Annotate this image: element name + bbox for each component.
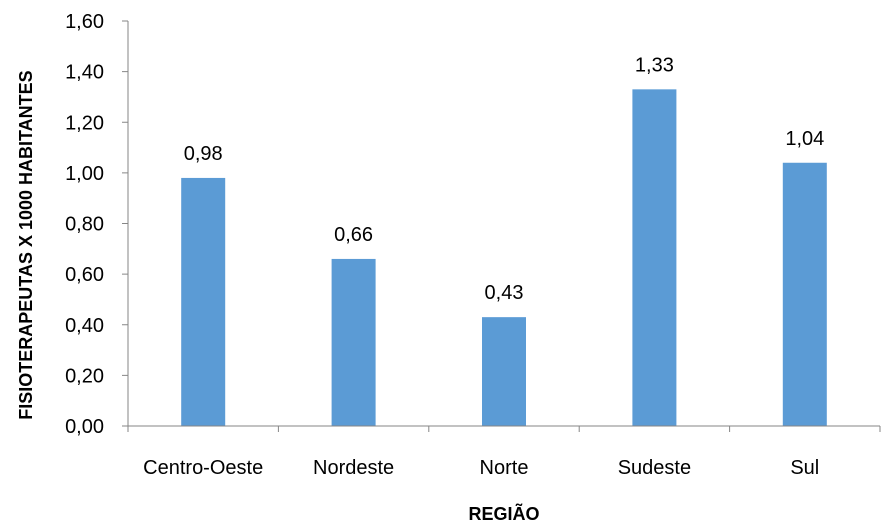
x-category-label: Sudeste	[618, 457, 691, 479]
bar-sudeste	[632, 89, 677, 426]
y-axis-title: FISIOTERAPEUTAS X 1000 HABITANTES	[16, 70, 36, 419]
y-tick-label: 0,80	[65, 214, 104, 236]
y-tick-label: 1,20	[65, 112, 104, 134]
y-axis-ticks: 0,00 0,20 0,40 0,60 0,80 1,00 1,20 1,40 1,60	[65, 11, 128, 438]
data-label: 1,33	[635, 54, 674, 76]
data-label: 0,66	[334, 224, 373, 246]
x-category-label: Nordeste	[313, 457, 394, 479]
bars-group	[181, 89, 827, 426]
bar-nordeste	[331, 258, 376, 426]
y-tick-label: 0,40	[65, 315, 104, 337]
x-category-label: Centro-Oeste	[143, 457, 263, 479]
data-labels-group: 0,98 0,66 0,43 1,33 1,04	[184, 54, 825, 304]
data-label: 0,43	[485, 282, 524, 304]
x-axis-ticks: Centro-Oeste Nordeste Norte Sudeste Sul	[127, 426, 881, 479]
bar-centro-oeste	[181, 177, 226, 426]
y-tick-label: 0,20	[65, 365, 104, 387]
y-tick-label: 1,00	[65, 163, 104, 185]
y-tick-label: 0,00	[65, 416, 104, 438]
x-category-label: Norte	[480, 457, 529, 479]
bar-norte	[482, 317, 526, 426]
data-label: 1,04	[785, 128, 824, 150]
data-label: 0,98	[184, 143, 223, 165]
y-tick-label: 1,60	[65, 11, 104, 33]
bar-sul	[782, 162, 827, 426]
y-tick-label: 1,40	[65, 62, 104, 84]
x-category-label: Sul	[790, 457, 819, 479]
x-axis-title: REGIÃO	[468, 503, 539, 524]
y-tick-label: 0,60	[65, 264, 104, 286]
